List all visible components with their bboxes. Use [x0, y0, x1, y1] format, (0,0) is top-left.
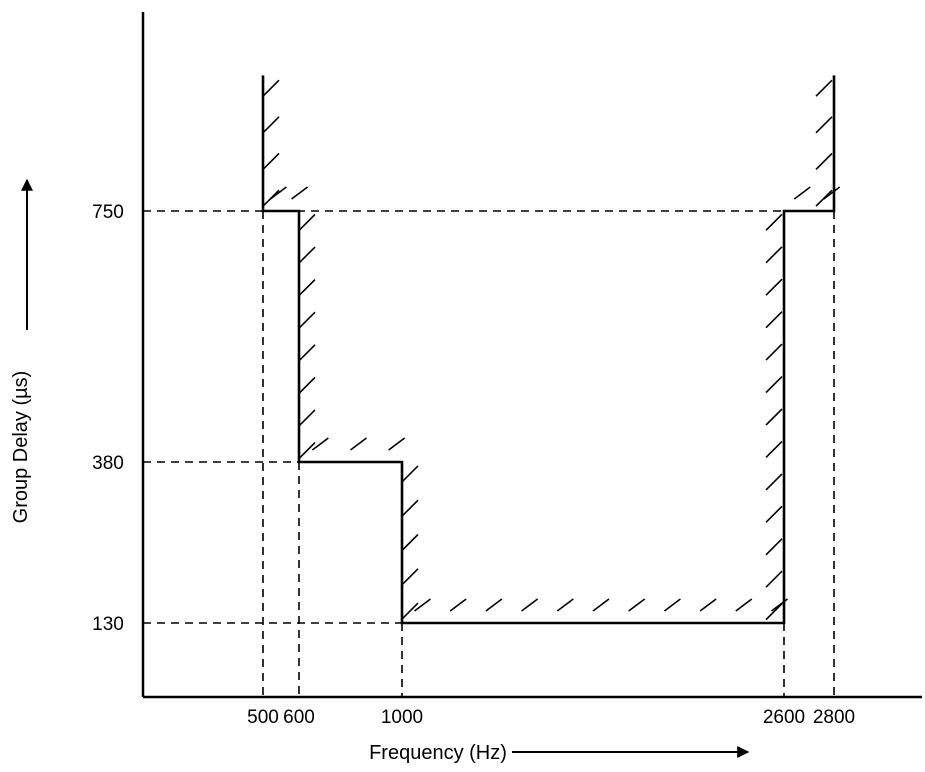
hatch-mark [262, 79, 280, 97]
x-tick-label: 2600 [763, 707, 805, 728]
hatch-marks [262, 79, 841, 621]
series-group [261, 75, 836, 625]
y-tick-label: 380 [92, 453, 124, 474]
hatch-mark [765, 246, 783, 264]
x-axis-title: Frequency (Hz) [369, 742, 507, 764]
x-tick-label: 2800 [813, 707, 855, 728]
hatch-mark [823, 186, 841, 200]
hatch-mark [765, 603, 783, 621]
y-axis-title: Group Delay (µs) [10, 371, 32, 524]
hatch-mark [401, 602, 419, 620]
hatch-mark [765, 375, 783, 394]
hatch-mark [815, 116, 833, 134]
hatch-mark [298, 279, 316, 297]
hatch-mark [815, 189, 833, 207]
hatch-mark [350, 437, 367, 451]
hatch-mark [269, 186, 287, 200]
hatch-mark [401, 533, 419, 552]
hatch-mark [663, 598, 681, 612]
hatch-mark [449, 598, 467, 612]
hatch-mark [765, 473, 783, 491]
hatch-mark [765, 408, 783, 426]
hatch-mark [298, 246, 316, 264]
hatch-mark [765, 213, 783, 231]
hatch-mark [298, 442, 316, 460]
hatch-mark [298, 311, 316, 329]
hatch-mark [401, 499, 419, 517]
x-tick-label: 600 [283, 707, 315, 728]
hatch-mark [815, 79, 833, 97]
hatch-mark [262, 152, 280, 171]
hatch-mark [298, 376, 316, 394]
hatch-mark [793, 186, 811, 200]
hatch-mark [592, 598, 610, 612]
hatch-mark [699, 598, 717, 612]
hatch-mark [765, 570, 783, 588]
x-tick-label: 1000 [381, 707, 423, 728]
hatch-mark [765, 505, 783, 523]
hatch-mark [815, 152, 833, 171]
hatch-mark [765, 311, 783, 329]
x-tick-labels: 500 600 1000 2600 2800 [247, 707, 855, 728]
hatch-mark [298, 409, 316, 427]
hatch-mark [521, 598, 539, 612]
y-tick-label: 130 [92, 614, 124, 635]
hatch-mark [291, 186, 309, 200]
hatch-mark [401, 465, 419, 483]
hatch-mark [298, 213, 316, 231]
hatch-mark [262, 116, 280, 134]
hatch-mark [765, 278, 783, 296]
hatch-mark [735, 598, 753, 612]
hatch-mark [628, 598, 646, 612]
hatch-mark [401, 568, 419, 586]
hatch-mark [765, 343, 783, 361]
hatch-mark [311, 437, 329, 451]
x-tick-label: 500 [247, 707, 279, 728]
series-line [261, 75, 836, 625]
guide-lines [143, 210, 835, 697]
y-tick-labels: 130 380 750 [92, 202, 124, 635]
hatch-mark [765, 440, 783, 459]
hatch-mark [414, 598, 431, 612]
hatch-mark [388, 437, 406, 451]
hatch-mark [765, 538, 783, 556]
hatch-mark [485, 598, 503, 612]
y-tick-label: 750 [92, 202, 124, 223]
hatch-mark [556, 598, 574, 612]
hatch-mark [298, 344, 316, 362]
